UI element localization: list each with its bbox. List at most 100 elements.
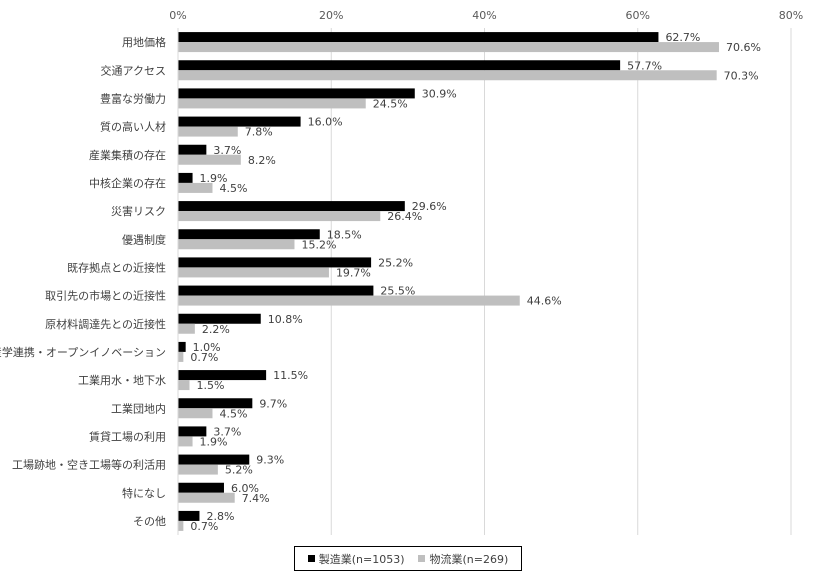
category-label: 既存拠点との近接性 xyxy=(67,260,166,274)
x-tick-label: 80% xyxy=(779,9,803,22)
data-label-logistics: 70.3% xyxy=(724,69,759,82)
data-label-manufacturing: 9.7% xyxy=(259,397,287,410)
category-label: 賃貸工場の利用 xyxy=(89,429,166,443)
data-label-manufacturing: 3.7% xyxy=(213,425,241,438)
data-label-manufacturing: 62.7% xyxy=(665,31,700,44)
category-label: 中核企業の存在 xyxy=(89,176,166,190)
data-label-manufacturing: 6.0% xyxy=(231,482,259,495)
bar-logistics xyxy=(178,492,235,503)
bar-logistics xyxy=(178,380,190,391)
category-label: 工業団地内 xyxy=(111,401,166,415)
bar-logistics xyxy=(178,267,329,278)
bar-logistics xyxy=(178,154,241,165)
data-label-manufacturing: 30.9% xyxy=(422,87,457,100)
bar-logistics xyxy=(178,295,520,306)
category-axis: 用地価格交通アクセス豊富な労働力質の高い人材産業集積の存在中核企業の存在災害リス… xyxy=(0,35,166,528)
category-label: 工業用水・地下水 xyxy=(78,374,166,387)
bar-manufacturing xyxy=(178,229,320,240)
bar-manufacturing xyxy=(178,482,224,493)
data-label-logistics: 0.7% xyxy=(190,520,218,533)
category-label: 豊富な労働力 xyxy=(100,91,166,105)
bar-logistics xyxy=(178,239,295,250)
bar-logistics xyxy=(178,42,719,53)
legend-label-manufacturing: 製造業(n=1053) xyxy=(318,552,405,566)
bar-manufacturing xyxy=(178,313,261,324)
data-label-manufacturing: 18.5% xyxy=(327,228,362,241)
legend: 製造業(n=1053) 物流業(n=269) xyxy=(294,546,522,571)
bar-logistics xyxy=(178,520,184,531)
data-label-logistics: 1.9% xyxy=(200,435,228,448)
data-label-logistics: 4.5% xyxy=(219,182,247,195)
category-label: 災害リスク xyxy=(111,204,166,218)
bar-logistics xyxy=(178,211,381,222)
bar-manufacturing xyxy=(178,172,193,183)
bar-manufacturing xyxy=(178,370,267,381)
bar-manufacturing xyxy=(178,88,415,99)
data-label-manufacturing: 11.5% xyxy=(273,369,308,382)
bar-manufacturing xyxy=(178,116,301,127)
category-label: 産学連携・オープンイノベーション xyxy=(0,345,166,359)
bar-logistics xyxy=(178,323,195,334)
data-label-logistics: 7.8% xyxy=(245,126,273,139)
data-label-logistics: 7.4% xyxy=(242,492,270,505)
legend-swatch-manufacturing xyxy=(307,555,315,562)
bars xyxy=(178,32,719,531)
bar-logistics xyxy=(178,126,238,137)
bar-manufacturing xyxy=(178,510,200,521)
bar-manufacturing xyxy=(178,257,372,268)
category-label: 特になし xyxy=(122,486,166,500)
legend-item-manufacturing: 製造業(n=1053) xyxy=(307,551,405,567)
category-label: 取引先の市場との近接性 xyxy=(45,289,166,303)
data-label-logistics: 26.4% xyxy=(387,210,422,223)
bar-manufacturing xyxy=(178,144,207,155)
data-label-manufacturing: 57.7% xyxy=(627,59,662,72)
data-label-logistics: 1.5% xyxy=(196,379,224,392)
bar-manufacturing xyxy=(178,426,207,437)
data-label-logistics: 5.2% xyxy=(225,464,253,477)
bar-manufacturing xyxy=(178,398,253,409)
data-label-manufacturing: 25.2% xyxy=(378,256,413,269)
bar-manufacturing xyxy=(178,60,621,71)
data-label-logistics: 4.5% xyxy=(219,407,247,420)
bar-logistics xyxy=(178,182,213,193)
data-label-manufacturing: 1.0% xyxy=(193,341,221,354)
legend-label-logistics: 物流業(n=269) xyxy=(429,552,509,566)
data-label-logistics: 2.2% xyxy=(202,323,230,336)
bar-logistics xyxy=(178,98,366,109)
data-label-manufacturing: 29.6% xyxy=(412,200,447,213)
data-label-logistics: 70.6% xyxy=(726,41,761,54)
bar-logistics xyxy=(178,351,184,362)
legend-item-logistics: 物流業(n=269) xyxy=(418,551,508,567)
bar-logistics xyxy=(178,464,218,475)
data-labels: 62.7% 70.6% 57.7% 70.3% 30.9% 24.5% 16.0% 7.8% 3… xyxy=(190,31,761,533)
category-label: 原材料調達先との近接性 xyxy=(45,317,166,331)
data-label-manufacturing: 2.8% xyxy=(206,510,234,523)
data-label-logistics: 24.5% xyxy=(373,97,408,110)
data-label-manufacturing: 9.3% xyxy=(256,454,284,467)
category-label: 産業集積の存在 xyxy=(89,148,166,162)
legend-swatch-logistics xyxy=(418,555,426,562)
data-label-manufacturing: 10.8% xyxy=(268,313,303,326)
data-label-manufacturing: 16.0% xyxy=(308,116,343,129)
data-label-manufacturing: 1.9% xyxy=(200,172,228,185)
x-tick-label: 60% xyxy=(626,9,650,22)
category-label: 交通アクセス xyxy=(101,63,166,77)
bar-manufacturing xyxy=(178,201,405,212)
x-tick-label: 0% xyxy=(169,9,186,22)
x-tick-label: 40% xyxy=(472,9,496,22)
bar-manufacturing xyxy=(178,285,374,296)
bar-manufacturing xyxy=(178,454,250,465)
bar-logistics xyxy=(178,436,193,447)
category-label: 質の高い人材 xyxy=(100,120,166,134)
x-tick-label: 20% xyxy=(319,9,343,22)
data-label-logistics: 8.2% xyxy=(248,154,276,167)
data-label-logistics: 19.7% xyxy=(336,266,371,279)
category-label: 用地価格 xyxy=(122,35,166,49)
data-label-logistics: 44.6% xyxy=(527,295,562,308)
data-label-logistics: 15.2% xyxy=(301,238,336,251)
bar-logistics xyxy=(178,408,213,419)
x-axis-ticks: 0% 20% 40% 60% 80% xyxy=(169,9,803,22)
bar-manufacturing xyxy=(178,32,659,43)
category-label: 工場跡地・空き工場等の利活用 xyxy=(12,458,166,472)
